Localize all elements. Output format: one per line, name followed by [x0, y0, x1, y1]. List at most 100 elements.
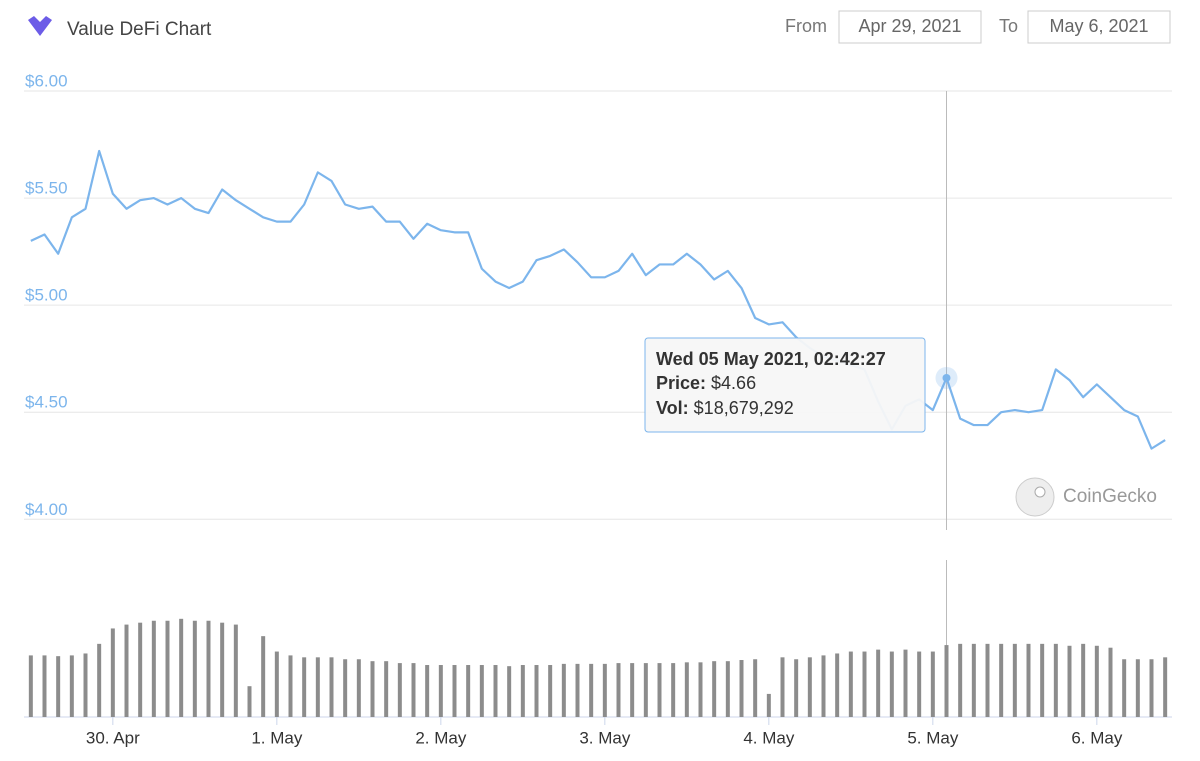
volume-bar [425, 665, 430, 717]
x-tick-label: 6. May [1071, 728, 1123, 747]
from-label: From [785, 16, 827, 36]
volume-bar [329, 657, 334, 717]
volume-bar [1163, 657, 1168, 717]
volume-bar [343, 659, 348, 717]
volume-bar [356, 659, 361, 717]
volume-bar [370, 661, 375, 717]
volume-bar [165, 620, 170, 717]
volume-bar [233, 624, 238, 717]
from-date[interactable]: Apr 29, 2021 [858, 16, 961, 36]
volume-bar [479, 665, 484, 717]
watermark: CoinGecko [1063, 486, 1157, 507]
watermark-eye [1034, 486, 1046, 498]
price-line [30, 149, 1166, 450]
volume-bar [520, 665, 525, 717]
volume-bar [630, 663, 635, 717]
volume-bar [999, 643, 1004, 717]
y-tick-label: $5.50 [25, 179, 68, 198]
volume-bar [930, 651, 935, 717]
volume-bar [493, 665, 498, 717]
volume-bar [97, 643, 102, 717]
volume-bar [698, 662, 703, 717]
tooltip-series-name: Price: [656, 373, 706, 393]
volume-bar [83, 653, 88, 717]
volume-bar [315, 657, 320, 717]
volume-bar [192, 620, 197, 717]
volume-bar [151, 620, 156, 717]
volume-bar [1040, 643, 1045, 717]
volume-bar [56, 656, 61, 717]
from-input[interactable] [838, 10, 982, 44]
volume-bar [725, 661, 730, 717]
volume-bar [397, 663, 402, 717]
y-tick-label: $5.00 [25, 286, 68, 305]
volume-bar [712, 661, 717, 717]
volume-bar [1081, 643, 1086, 717]
plot-area: $4.00 $4.50 $5.00 $5.50 $6.00 30. Apr 1. May 2.… [24, 71, 1172, 747]
volume-bar [807, 657, 812, 717]
volume-bar [753, 659, 758, 717]
volume-bar [69, 655, 74, 717]
volume-bar [1108, 647, 1113, 717]
volume-bar [261, 636, 266, 717]
x-tick-label: 3. May [579, 728, 631, 747]
volume-bar [589, 663, 594, 717]
volume-bar [985, 643, 990, 717]
volume-bar [466, 665, 471, 717]
volume-bar [1094, 645, 1099, 717]
y-tick-label: $4.50 [25, 393, 68, 412]
volume-bar [561, 663, 566, 717]
volume-bar [671, 663, 676, 717]
volume-bar [110, 628, 115, 717]
volume-bar [42, 655, 47, 717]
tooltip-value: $18,679,292 [694, 398, 794, 418]
volume-bar [302, 657, 307, 717]
to-label: To [999, 16, 1018, 36]
volume-bar [1067, 645, 1072, 717]
volume-bar [903, 649, 908, 717]
x-tick-label: 4. May [743, 728, 795, 747]
volume-bar [643, 663, 648, 717]
volume-bar [507, 666, 512, 717]
x-tick-label: 30. Apr [86, 728, 140, 747]
watermark-logo [1015, 477, 1055, 517]
volume-bar [220, 622, 225, 717]
tooltip: Wed 05 May 2021, 02:42:27 Price: $4.66 Vol:… [644, 337, 926, 433]
to-input[interactable] [1027, 10, 1171, 44]
x-tick-label: 2. May [415, 728, 467, 747]
hover-point [942, 373, 951, 382]
volume-bar [616, 663, 621, 717]
volume-bar [917, 651, 922, 717]
volume-bar [657, 663, 662, 717]
volume-bar [548, 665, 553, 717]
volume-bar [1149, 659, 1154, 717]
logo [28, 16, 52, 36]
volume-bar [206, 620, 211, 717]
volume-bar [124, 624, 129, 717]
volume-bar [1135, 659, 1140, 717]
volume-bar [766, 693, 771, 717]
x-tick-label: 5. May [907, 728, 959, 747]
volume-bar [384, 661, 389, 717]
volume-bar [138, 622, 143, 717]
x-tick-label: 1. May [251, 728, 303, 747]
volume-bar [28, 655, 33, 717]
tooltip-series-name: Vol: [656, 398, 689, 418]
volume-bar [1012, 643, 1017, 717]
volume-bar [684, 662, 689, 717]
volume-bar [794, 659, 799, 717]
volume-bar [575, 663, 580, 717]
tooltip-box [644, 337, 926, 433]
volume-bar [452, 665, 457, 717]
volume-bar [274, 651, 279, 717]
volume-bar [438, 665, 443, 717]
volume-bar [411, 663, 416, 717]
to-date[interactable]: May 6, 2021 [1049, 16, 1148, 36]
volume-bar [288, 655, 293, 717]
volume-bar [862, 651, 867, 717]
volume-bar [835, 653, 840, 717]
volume-bar [876, 649, 881, 717]
volume-bar [602, 663, 607, 717]
